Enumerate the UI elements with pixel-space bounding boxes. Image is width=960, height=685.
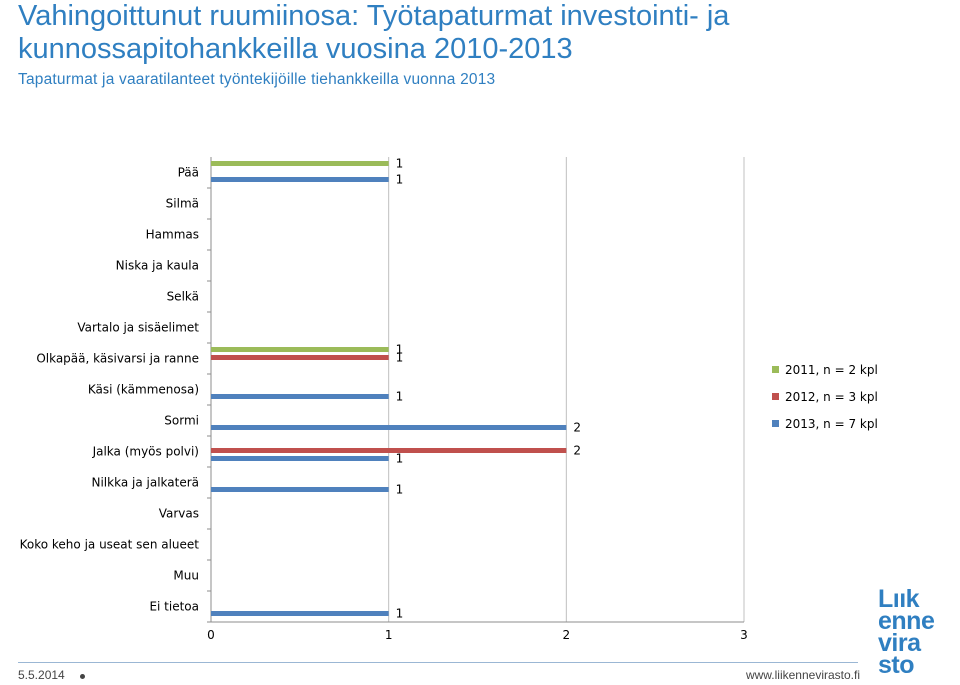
data-label: 1 — [396, 390, 404, 404]
legend-entry: 2011, n = 2 kpl — [785, 363, 878, 377]
category-label: Pää — [178, 166, 199, 180]
bar — [211, 355, 389, 360]
category-label: Muu — [173, 569, 199, 583]
x-tick-label: 2 — [563, 628, 571, 642]
bar — [211, 611, 389, 616]
logo-line: enne — [878, 607, 935, 635]
logo-line: vira — [878, 629, 921, 657]
legend-swatch — [772, 393, 779, 400]
page-subtitle: Tapaturmat ja vaaratilanteet työntekijöi… — [18, 71, 496, 88]
footer-divider — [18, 662, 858, 663]
data-label: 2 — [573, 421, 581, 435]
category-label: Koko keho ja useat sen alueet — [20, 538, 200, 552]
bar — [211, 448, 567, 453]
data-label: 1 — [396, 351, 404, 365]
data-label: 1 — [396, 607, 404, 621]
logo-line: sto — [878, 651, 915, 679]
x-tick-label: 1 — [385, 628, 393, 642]
data-label: 1 — [396, 483, 404, 497]
category-label: Selkä — [167, 290, 199, 304]
legend-entry: 2012, n = 3 kpl — [785, 390, 878, 404]
category-label: Ei tietoa — [149, 600, 199, 614]
x-tick-label: 0 — [207, 628, 215, 642]
bar — [211, 177, 389, 182]
bar — [211, 425, 567, 430]
category-label: Vartalo ja sisäelimet — [77, 321, 199, 335]
liikennevirasto-logo: Lıık enne vira sto — [878, 585, 958, 680]
category-label: Varvas — [159, 507, 199, 521]
category-label: Käsi (kämmenosa) — [88, 383, 199, 397]
data-label: 2 — [573, 444, 581, 458]
x-tick-label: 3 — [740, 628, 748, 642]
bar — [211, 347, 389, 352]
bar — [211, 161, 389, 166]
category-label: Nilkka ja jalkaterä — [92, 476, 200, 490]
bar — [211, 456, 389, 461]
data-label: 1 — [396, 173, 404, 187]
category-label: Hammas — [146, 228, 199, 242]
bar — [211, 487, 389, 492]
footer-url[interactable]: www.liikennevirasto.fi — [745, 668, 860, 682]
footer-date: 5.5.2014 — [18, 668, 65, 682]
page-title: Vahingoittunut ruumiinosa: Työtapaturmat… — [18, 0, 730, 65]
category-label: Olkapää, käsivarsi ja ranne — [36, 352, 199, 366]
legend-entry: 2013, n = 7 kpl — [785, 417, 878, 431]
logo-line: Lıık — [878, 585, 920, 613]
legend-swatch — [772, 420, 779, 427]
category-label: Sormi — [164, 414, 199, 428]
data-label: 1 — [396, 343, 404, 357]
category-label: Niska ja kaula — [116, 259, 199, 273]
bar — [211, 394, 389, 399]
category-label: Silmä — [166, 197, 199, 211]
footer-bullet-icon — [80, 674, 85, 679]
data-label: 1 — [396, 452, 404, 466]
data-label: 1 — [396, 157, 404, 171]
legend-swatch — [772, 366, 779, 373]
category-label: Jalka (myös polvi) — [92, 445, 199, 459]
